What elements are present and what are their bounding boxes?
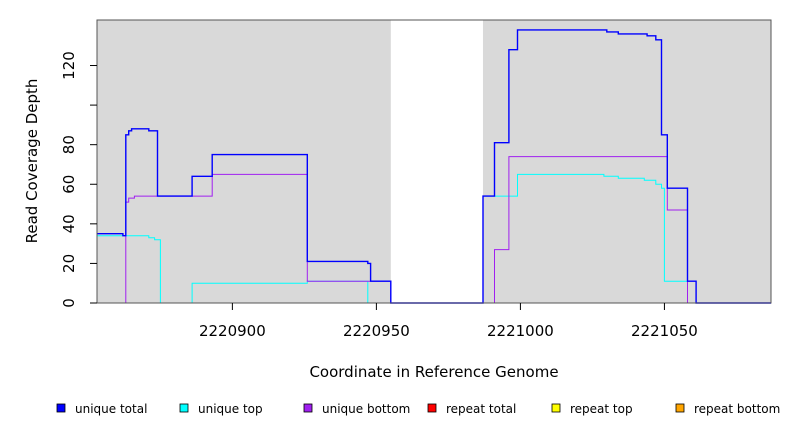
y-tick-label: 20 bbox=[60, 254, 78, 273]
y-axis-label: Read Coverage Depth bbox=[23, 79, 41, 244]
x-tick-label: 2220950 bbox=[343, 322, 410, 340]
legend-swatch bbox=[56, 403, 66, 413]
legend-label: unique top bbox=[198, 402, 263, 416]
legend-swatch bbox=[551, 403, 561, 413]
shaded-regions bbox=[97, 20, 771, 303]
legend-swatch bbox=[179, 403, 189, 413]
x-tick-label: 2220900 bbox=[199, 322, 266, 340]
x-tick-label: 2221000 bbox=[487, 322, 554, 340]
legend-swatch bbox=[675, 403, 685, 413]
x-axis: 2220900 2220950 2221000 2221050 bbox=[199, 303, 698, 340]
y-tick-label: 0 bbox=[60, 298, 78, 308]
legend-label: unique bottom bbox=[322, 402, 410, 416]
x-tick-label: 2221050 bbox=[631, 322, 698, 340]
legend: unique total unique top unique bottom repea… bbox=[56, 402, 780, 416]
legend-label: repeat total bbox=[446, 402, 516, 416]
y-tick-label: 120 bbox=[60, 51, 78, 80]
legend-swatch bbox=[303, 403, 313, 413]
y-axis: 0 20 40 60 80 120 bbox=[60, 51, 97, 308]
y-tick-label: 80 bbox=[60, 135, 78, 154]
legend-label: unique total bbox=[75, 402, 147, 416]
legend-label: repeat top bbox=[570, 402, 633, 416]
y-tick-label: 40 bbox=[60, 214, 78, 233]
legend-label: repeat bottom bbox=[694, 402, 780, 416]
y-tick-label: 60 bbox=[60, 175, 78, 194]
x-axis-label: Coordinate in Reference Genome bbox=[309, 363, 558, 381]
legend-swatch bbox=[427, 403, 437, 413]
shaded-region-0 bbox=[97, 20, 391, 303]
series-line-unique-top bbox=[97, 173, 771, 304]
plot-frame bbox=[96, 19, 772, 304]
shaded-region-1 bbox=[482, 20, 771, 303]
